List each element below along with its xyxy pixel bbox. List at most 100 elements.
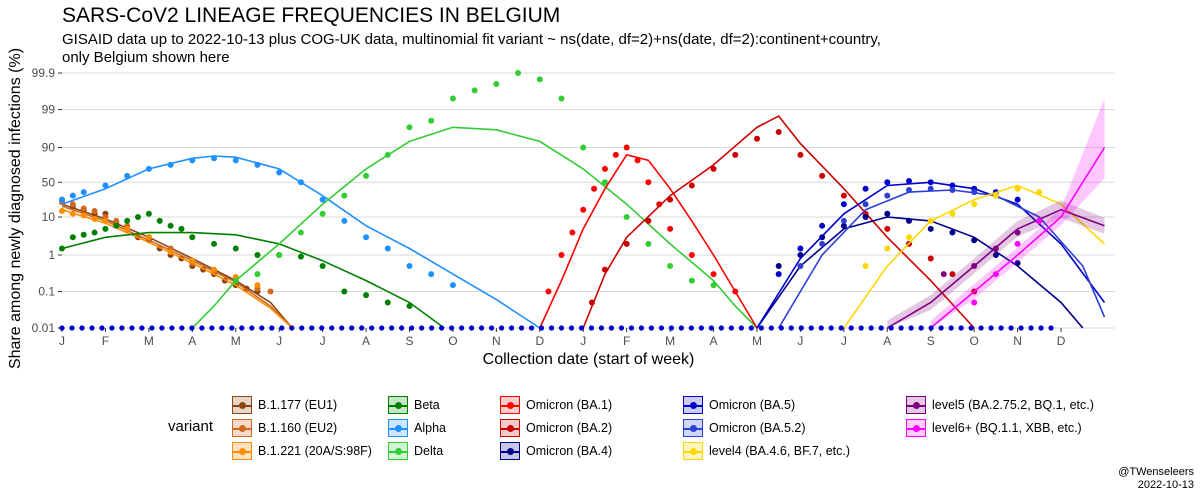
data-point-beta	[189, 234, 196, 241]
data-point-omicron-ba-2	[797, 151, 804, 158]
baseline-point	[289, 325, 295, 331]
y-tick-label: 0.01	[32, 321, 56, 335]
data-point-omicron-ba-1	[612, 151, 619, 158]
baseline-point	[948, 325, 954, 331]
baseline-point	[968, 325, 974, 331]
data-point-level4-ba-4-6-bf-7-etc	[927, 217, 934, 224]
data-point-omicron-ba-5-2	[797, 263, 804, 270]
baseline-point	[359, 325, 365, 331]
x-tick-label: A	[362, 334, 370, 348]
data-point-delta	[319, 210, 326, 217]
data-point-omicron-ba-1	[732, 288, 739, 295]
x-tick-label: M	[752, 334, 762, 348]
baseline-point	[608, 325, 615, 331]
x-tick-label: S	[927, 334, 935, 348]
x-tick-label: O	[969, 334, 978, 348]
x-tick-label: J	[276, 334, 282, 348]
baseline-point	[758, 325, 764, 331]
data-point-omicron-ba-2	[775, 128, 782, 135]
data-point-alpha	[59, 196, 65, 203]
data-point-alpha	[297, 179, 304, 186]
data-point-alpha	[211, 155, 218, 162]
data-point-delta	[471, 87, 478, 94]
data-point-beta	[135, 214, 142, 221]
data-point-omicron-ba-5-2	[906, 187, 913, 194]
data-point-omicron-ba-1	[580, 206, 587, 213]
baseline-point	[558, 325, 565, 331]
data-point-delta	[688, 277, 695, 284]
baseline-point	[1028, 325, 1034, 331]
data-point-alpha	[319, 196, 326, 203]
data-point-omicron-ba-5	[927, 179, 934, 186]
data-point-beta	[254, 251, 261, 258]
baseline-point	[429, 325, 435, 331]
chart-subtitle-line2: only Belgium shown here	[62, 49, 230, 66]
baseline-point	[469, 325, 475, 331]
data-point-beta	[102, 225, 109, 232]
baseline-point	[339, 325, 345, 331]
baseline-point	[768, 325, 774, 331]
x-tick-label: M	[665, 334, 675, 348]
data-point-omicron-ba-5	[862, 185, 869, 192]
data-point-b-1-221-20a-s-98f	[91, 215, 98, 222]
data-point-b-1-221-20a-s-98f	[189, 257, 196, 264]
data-point-level4-ba-4-6-bf-7-etc	[862, 263, 869, 270]
data-point-omicron-ba-5	[949, 182, 956, 189]
data-point-level5-ba-2-75-2-bq-1-etc	[1014, 229, 1021, 236]
baseline-point	[219, 325, 225, 331]
fit-line-beta	[61, 231, 445, 329]
data-point-level4-ba-4-6-bf-7-etc	[1014, 185, 1021, 192]
x-tick-label: J	[580, 334, 586, 348]
data-point-alpha	[363, 234, 370, 241]
data-point-omicron-ba-4	[906, 217, 913, 224]
baseline-point	[249, 325, 255, 331]
baseline-point	[878, 325, 884, 331]
baseline-point	[478, 325, 485, 331]
data-point-beta	[211, 240, 218, 247]
data-point-b-1-160-eu2	[91, 207, 98, 214]
baseline-point	[898, 325, 904, 331]
data-point-b-1-221-20a-s-98f	[102, 217, 109, 224]
baseline-point	[638, 325, 645, 331]
data-point-b-1-160-eu2	[267, 288, 274, 295]
baseline-point	[688, 325, 694, 331]
fit-line-b-1-221-20a-s-98f	[61, 208, 293, 329]
baseline-point	[299, 325, 305, 331]
data-point-level6-bq-1-1-xbb-etc	[1036, 217, 1043, 224]
data-point-omicron-ba-5	[884, 179, 891, 186]
baseline-point	[189, 325, 195, 331]
data-point-delta	[297, 229, 304, 236]
data-point-delta	[645, 240, 652, 247]
fit-line-b-1-177-eu1	[61, 203, 293, 329]
data-point-delta	[384, 151, 391, 158]
data-point-beta	[297, 253, 304, 260]
x-tick-label: M	[231, 334, 241, 348]
x-tick-label: O	[448, 334, 457, 348]
data-point-beta	[384, 299, 391, 306]
baseline-point	[109, 325, 115, 331]
baseline-point	[149, 325, 155, 331]
data-point-b-1-221-20a-s-98f	[124, 225, 131, 232]
data-point-alpha	[189, 157, 196, 164]
data-point-omicron-ba-2	[645, 217, 652, 224]
fit-line-level6-bq-1-1-xbb-etc	[930, 147, 1106, 329]
baseline-point	[439, 325, 445, 331]
baseline-point	[449, 325, 455, 331]
baseline-point	[588, 325, 595, 331]
data-point-omicron-ba-5-2	[862, 201, 869, 208]
data-point-alpha	[102, 182, 109, 189]
data-point-omicron-ba-5-2	[840, 217, 847, 224]
baseline-point	[818, 325, 824, 331]
baseline-point	[518, 325, 525, 331]
baseline-point	[668, 325, 675, 331]
fit-line-b-1-160-eu2	[61, 205, 293, 329]
data-point-delta	[558, 95, 565, 102]
x-tick-label: A	[188, 334, 196, 348]
data-point-omicron-ba-4	[840, 222, 847, 229]
x-tick-label: J	[59, 334, 65, 348]
data-point-omicron-ba-5	[906, 178, 913, 185]
credit-date: 2022-10-13	[1137, 479, 1194, 491]
data-point-level5-ba-2-75-2-bq-1-etc	[992, 245, 999, 252]
baseline-point	[59, 325, 65, 331]
data-point-delta	[536, 76, 543, 83]
